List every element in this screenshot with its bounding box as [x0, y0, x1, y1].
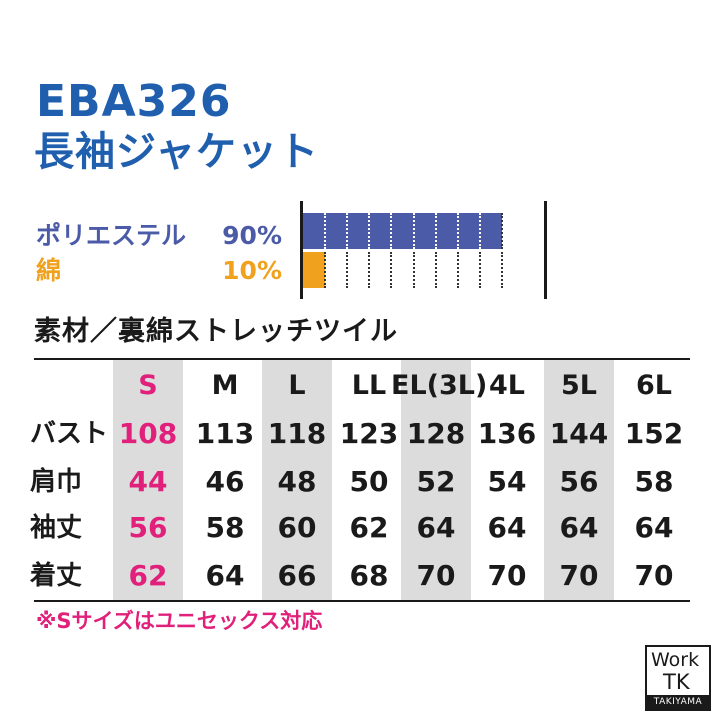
material-composition-chart — [300, 201, 550, 299]
row-label: 肩巾 — [30, 467, 83, 497]
size-value: 118 — [267, 417, 327, 450]
material-name: 綿 — [36, 256, 62, 285]
size-value: 64 — [416, 511, 456, 544]
chart-axis-left — [300, 201, 303, 299]
size-value: 136 — [477, 417, 537, 450]
size-value: 58 — [205, 511, 245, 544]
logo-text-work: Work — [651, 649, 700, 671]
size-value: 64 — [205, 559, 245, 592]
size-header: L — [288, 370, 306, 401]
chart-bar-polyester — [303, 213, 502, 249]
chart-grid-line — [478, 252, 481, 288]
chart-grid-line — [346, 213, 349, 249]
size-header: EL(3L) — [391, 370, 488, 401]
size-header: 6L — [636, 370, 672, 401]
size-header: 4L — [489, 370, 525, 401]
size-value: 68 — [349, 559, 389, 592]
chart-axis-right — [544, 201, 547, 299]
size-value: 62 — [349, 511, 389, 544]
material-description: 素材／裏綿ストレッチツイル — [34, 316, 398, 347]
size-value: 46 — [205, 465, 245, 498]
logo-text-takiyama: TAKIYAMA — [647, 695, 709, 709]
chart-grid-line — [346, 252, 349, 288]
size-value: 113 — [195, 417, 255, 450]
size-value: 70 — [634, 559, 674, 592]
material-percent: 10% — [222, 256, 282, 285]
row-label: バスト — [30, 419, 109, 449]
chart-grid-line — [324, 213, 327, 249]
size-value: 70 — [416, 559, 456, 592]
size-value: 66 — [277, 559, 317, 592]
material-percent: 90% — [222, 221, 282, 250]
size-value: 44 — [128, 465, 168, 498]
row-label: 袖丈 — [30, 513, 83, 543]
chart-grid-line — [500, 213, 503, 249]
chart-grid-line — [390, 213, 393, 249]
chart-grid-line — [434, 213, 437, 249]
chart-grid-line — [324, 252, 327, 288]
chart-grid-line — [390, 252, 393, 288]
size-value: 64 — [559, 511, 599, 544]
size-header: M — [211, 370, 239, 401]
chart-grid-line — [478, 213, 481, 249]
product-name: 長袖ジャケット — [34, 129, 319, 175]
size-value: 60 — [277, 511, 317, 544]
chart-grid-line — [368, 252, 371, 288]
size-value: 64 — [487, 511, 527, 544]
chart-grid-line — [456, 213, 459, 249]
size-value: 48 — [277, 465, 317, 498]
size-value: 152 — [624, 417, 684, 450]
size-header: S — [138, 370, 158, 401]
size-value: 64 — [634, 511, 674, 544]
size-value: 70 — [487, 559, 527, 592]
unisex-note: ※Sサイズはユニセックス対応 — [36, 609, 323, 633]
column-shade — [113, 360, 183, 600]
row-label: 着丈 — [30, 561, 83, 591]
size-value: 108 — [118, 417, 178, 450]
size-value: 128 — [406, 417, 466, 450]
size-value: 144 — [549, 417, 609, 450]
chart-grid-line — [434, 252, 437, 288]
material-name: ポリエステル — [36, 221, 187, 250]
chart-bar-cotton — [303, 252, 326, 288]
size-value: 52 — [416, 465, 456, 498]
column-shade — [262, 360, 332, 600]
logo-text-tk: TK — [663, 670, 690, 694]
size-value: 50 — [349, 465, 389, 498]
size-value: 70 — [559, 559, 599, 592]
column-shade — [544, 360, 614, 600]
chart-grid-line — [456, 252, 459, 288]
size-value: 54 — [487, 465, 527, 498]
size-value: 56 — [559, 465, 599, 498]
table-top-rule — [34, 358, 690, 360]
chart-grid-line — [412, 213, 415, 249]
brand-logo: Work TK TAKIYAMA — [645, 645, 711, 711]
chart-grid-line — [412, 252, 415, 288]
chart-grid-line — [368, 213, 371, 249]
column-shade — [401, 360, 471, 600]
size-value: 123 — [339, 417, 399, 450]
product-code: EBA326 — [36, 76, 232, 127]
chart-grid-line — [500, 252, 503, 288]
table-bottom-rule — [34, 600, 690, 602]
size-header: 5L — [561, 370, 597, 401]
size-value: 58 — [634, 465, 674, 498]
size-value: 56 — [128, 511, 168, 544]
size-header: LL — [351, 370, 387, 401]
size-value: 62 — [128, 559, 168, 592]
